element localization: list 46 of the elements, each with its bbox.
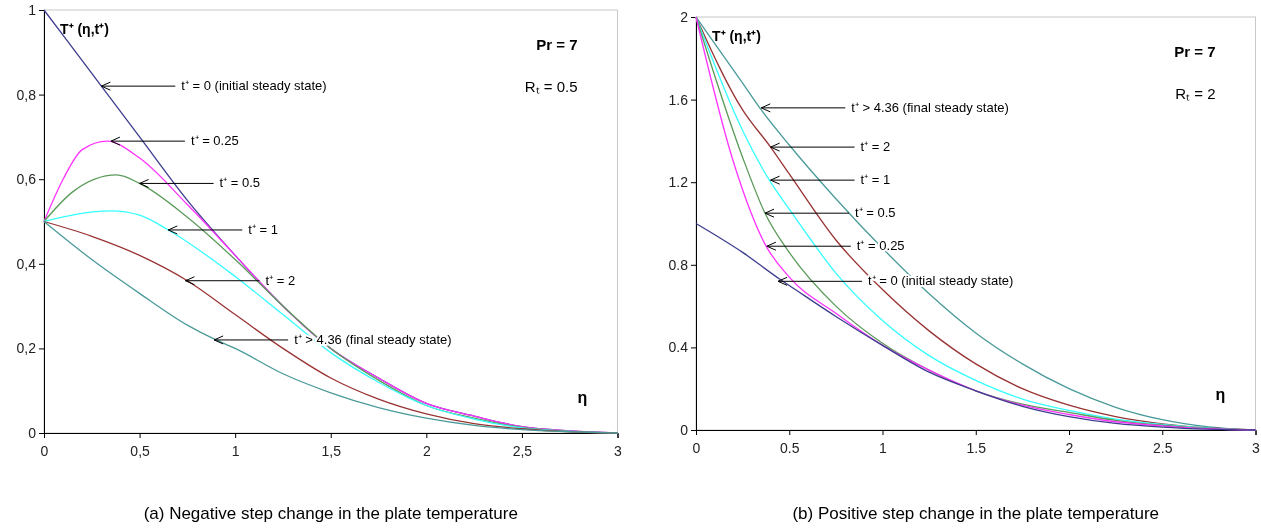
annotation: t⁺ = 2 xyxy=(265,272,296,288)
x-tick-label: 2 xyxy=(1065,440,1074,457)
x-tick-label: 1.5 xyxy=(966,440,986,457)
x-tick-label: 2,5 xyxy=(512,443,533,460)
y-tick-label: 0 xyxy=(28,424,37,441)
x-axis-title: η xyxy=(577,389,588,406)
annotation: t⁺ > 4.36 (final steady state) xyxy=(850,99,1009,115)
annotation: t⁺ = 0.5 xyxy=(854,205,896,221)
text: (a) Negative step change in the plate temperature xyxy=(143,504,518,523)
y-tick-label: 1.6 xyxy=(668,91,688,108)
y-tick-label: 2 xyxy=(679,8,688,25)
x-tick-label: 3 xyxy=(1251,440,1260,457)
annotation: Pr = 7 xyxy=(536,36,578,53)
x-tick-label: 0 xyxy=(40,443,49,460)
annotation: t⁺ = 0.25 xyxy=(856,238,905,254)
y-tick-label: 0.4 xyxy=(668,339,688,356)
x-tick-label: 1 xyxy=(231,443,240,460)
x-tick-label: 1 xyxy=(878,440,887,457)
annotation: t⁺ = 0 (initial steady state) xyxy=(181,78,327,94)
y-tick-label: 0.8 xyxy=(668,256,688,273)
x-tick-label: 2.5 xyxy=(1152,440,1173,457)
annotation: t⁺ = 0.5 xyxy=(219,175,261,191)
y-tick-label: 0 xyxy=(679,421,688,438)
x-tick-label: 0,5 xyxy=(130,443,151,460)
x-tick-label: 0.5 xyxy=(779,440,800,457)
y-tick-label: 1 xyxy=(28,1,37,18)
annotation: t⁺ = 0.25 xyxy=(190,133,239,149)
annotation: t⁺ = 2 xyxy=(860,139,890,155)
x-tick-label: 0 xyxy=(692,440,701,457)
annotation: Pr = 7 xyxy=(1173,43,1215,60)
y-tick-label: 1.2 xyxy=(668,174,688,191)
annotation: Rₜ = 2 xyxy=(1174,85,1215,102)
y-tick-label: 0,6 xyxy=(16,171,37,188)
x-tick-label: 1,5 xyxy=(321,443,342,460)
annotation: t⁺ = 1 xyxy=(248,221,278,237)
x-axis-title: η xyxy=(1215,386,1225,403)
x-tick-label: 2 xyxy=(422,443,431,460)
annotation: Rₜ = 0.5 xyxy=(524,78,578,95)
y-tick-label: 0,8 xyxy=(16,86,37,103)
y-axis-title: T⁺ (η,t⁺) xyxy=(60,21,109,37)
y-tick-label: 0,4 xyxy=(16,255,37,272)
text: (b) Positive step change in the plate temperature xyxy=(791,504,1159,523)
annotation: t⁺ = 1 xyxy=(860,172,890,188)
y-axis-title: T⁺ (η,t⁺) xyxy=(711,28,761,44)
x-tick-label: 3 xyxy=(614,443,623,460)
y-tick-label: 0,2 xyxy=(16,340,37,357)
